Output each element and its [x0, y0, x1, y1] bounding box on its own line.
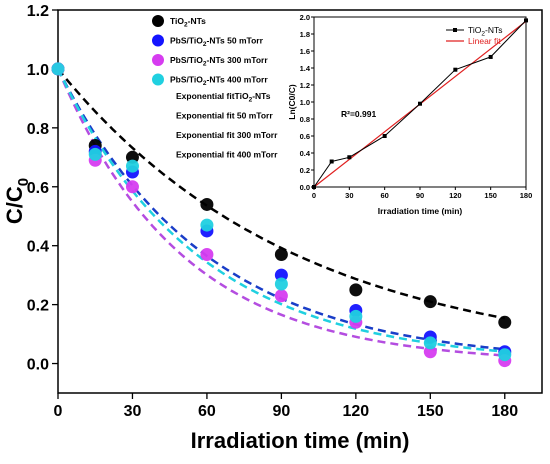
data-point [51, 62, 65, 76]
main-x-tick-label: 0 [54, 403, 63, 420]
data-point [200, 218, 214, 232]
legend-fit-label: Exponential fit 50 mTorr [176, 111, 273, 121]
inset-y-tick-label: 0.0 [300, 183, 310, 192]
inset-x-tick-label: 90 [416, 191, 424, 200]
main-axis-ticks: 0 30 60 90 120 150 180 0.0 0.2 0.4 0.6 0.8 1.0 1.2 [27, 3, 518, 420]
main-x-tick-label: 30 [124, 403, 142, 420]
data-point [125, 180, 139, 194]
inset-data-point [312, 185, 316, 189]
inset-x-tick-label: 180 [520, 191, 533, 200]
main-y-tick-label: 0.6 [27, 180, 49, 197]
inset-data-point [418, 101, 422, 106]
main-y-tick-label: 0.4 [27, 239, 49, 256]
legend-fit-label: Exponential fitTiO2-NTs [176, 91, 271, 104]
inset-data-point [329, 159, 334, 164]
inset-y-tick-label: 0.6 [300, 132, 310, 141]
legend-marker [152, 15, 164, 27]
legend-label: PbS/TiO2-NTs 50 mTorr [170, 36, 264, 49]
data-point [349, 309, 363, 323]
data-point [125, 159, 139, 173]
main-y-tick-label: 0.8 [27, 121, 49, 138]
main-x-axis-title: Irradiation time (min) [191, 428, 410, 453]
inset-y-tick-label: 1.0 [300, 98, 310, 107]
main-x-tick-label: 150 [417, 403, 444, 420]
inset-x-axis-title: Irradiation time (min) [378, 206, 463, 216]
legend-marker [152, 73, 164, 86]
legend-marker [152, 54, 164, 66]
legend-label: PbS/TiO2-NTs 300 mTorr [170, 55, 268, 68]
legend-fit-label: Exponential fit 300 mTorr [176, 130, 278, 140]
inset-axis-ticks: 0 30 60 90 120 150 180 0.0 0.2 0.4 0.6 0.8 1.0 1.2 1.4… [300, 13, 533, 200]
inset-x-tick-label: 150 [484, 191, 497, 200]
inset-y-tick-label: 1.8 [300, 30, 310, 39]
main-y-tick-label: 1.2 [27, 3, 49, 20]
main-y-axis-title: C/C0 [2, 178, 32, 224]
main-plot-frame [57, 9, 543, 394]
main-x-tick-label: 180 [491, 403, 518, 420]
data-point [349, 283, 363, 297]
inset-lines [312, 18, 528, 189]
inset-x-tick-label: 120 [449, 191, 462, 200]
inset-chart: 0 30 60 90 120 150 180 0.0 0.2 0.4 0.6 0.8 1.0 1.2 1.4… [287, 13, 532, 216]
inset-y-tick-label: 1.2 [300, 81, 310, 90]
inset-legend-fit-label: Linear fit [468, 36, 501, 46]
data-point [498, 315, 512, 329]
inset-data-point [347, 155, 352, 160]
data-point [274, 248, 288, 262]
inset-y-tick-label: 1.6 [300, 47, 310, 56]
inset-annotation: R²=0.991 [341, 109, 376, 119]
main-y-tick-label: 0.0 [27, 357, 49, 374]
inset-data-line [313, 20, 527, 188]
data-point [498, 348, 512, 362]
main-x-tick-label: 60 [198, 403, 216, 420]
inset-y-tick-label: 0.8 [300, 115, 310, 124]
legend-label: PbS/TiO2-NTs 400 mTorr [170, 75, 268, 88]
inset-y-tick-label: 1.4 [300, 64, 311, 73]
inset-data-point [453, 67, 458, 72]
main-y-tick-label: 0.2 [27, 298, 49, 315]
data-point [200, 248, 214, 262]
inset-data-point [524, 18, 528, 23]
inset-y-tick-label: 0.2 [300, 166, 310, 175]
legend: TiO2-NTs PbS/TiO2-NTs 50 mTorr PbS/TiO2-NT… [152, 15, 278, 160]
inset-legend-marker [453, 28, 457, 32]
inset-legend-label: TiO2-NTs [468, 25, 503, 38]
main-data-points [51, 62, 512, 368]
main-x-tick-label: 120 [342, 403, 369, 420]
data-point [274, 289, 288, 303]
data-point [274, 277, 288, 291]
inset-data-point [382, 134, 387, 138]
main-x-tick-label: 90 [272, 403, 290, 420]
inset-data-point [488, 54, 493, 59]
legend-fit-label: Exponential fit 400 mTorr [176, 150, 278, 160]
legend-marker [152, 34, 164, 47]
data-point [88, 147, 102, 161]
data-point [423, 295, 437, 309]
main-y-tick-label: 1.0 [27, 62, 49, 79]
inset-y-tick-label: 0.4 [300, 149, 311, 158]
inset-y-tick-label: 2.0 [300, 13, 310, 22]
inset-x-tick-label: 30 [345, 191, 353, 200]
legend-label: TiO2-NTs [170, 16, 206, 29]
data-point [200, 197, 214, 211]
inset-x-tick-label: 60 [380, 191, 388, 200]
data-point [423, 336, 437, 350]
inset-x-tick-label: 0 [312, 191, 316, 200]
inset-y-axis-title: Ln(C0/C) [287, 84, 297, 120]
